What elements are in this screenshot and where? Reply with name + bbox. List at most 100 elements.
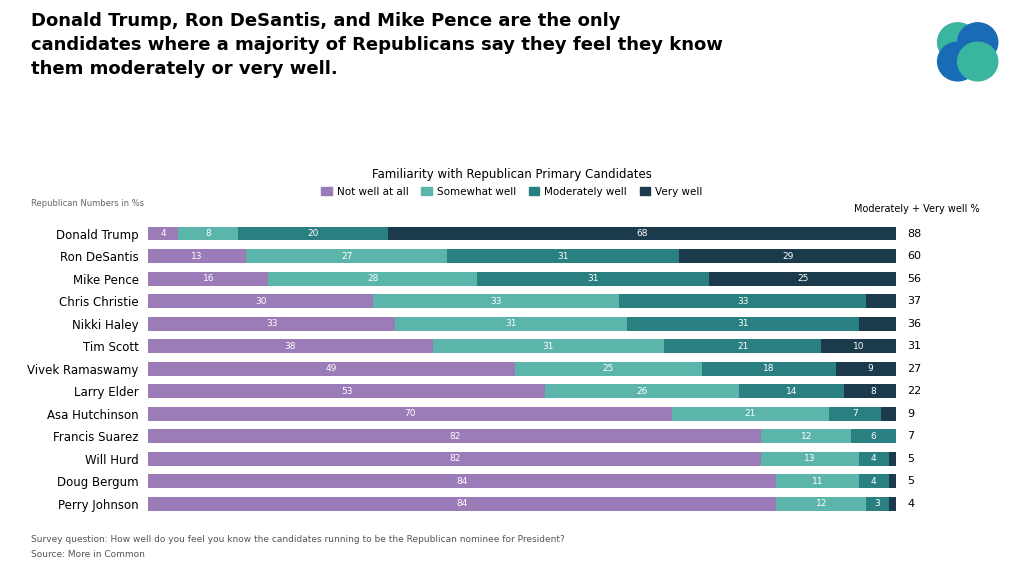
Text: 8: 8 <box>870 386 877 396</box>
Bar <box>858 317 948 331</box>
Bar <box>246 249 447 263</box>
Bar <box>432 339 665 353</box>
Text: 13: 13 <box>804 454 816 463</box>
Bar <box>889 474 896 488</box>
Bar <box>776 474 858 488</box>
Text: 22: 22 <box>907 386 922 396</box>
Bar <box>851 429 896 443</box>
Bar <box>148 429 762 443</box>
Text: 84: 84 <box>457 477 468 486</box>
Text: 9: 9 <box>867 364 872 373</box>
Bar <box>762 429 851 443</box>
Bar <box>837 362 903 376</box>
Circle shape <box>957 42 997 81</box>
Bar <box>701 362 837 376</box>
Text: 53: 53 <box>341 386 352 396</box>
Circle shape <box>957 23 997 62</box>
Text: 28: 28 <box>367 274 379 283</box>
Bar <box>545 384 739 398</box>
Legend: Not well at all, Somewhat well, Moderately well, Very well: Not well at all, Somewhat well, Moderate… <box>322 187 702 196</box>
Bar <box>148 384 545 398</box>
Bar <box>620 294 866 308</box>
Text: 30: 30 <box>255 297 266 306</box>
Text: 14: 14 <box>785 386 797 396</box>
Text: 16: 16 <box>203 274 214 283</box>
Text: 12: 12 <box>801 431 812 441</box>
Bar <box>858 452 889 466</box>
Text: 5: 5 <box>907 454 914 464</box>
Text: 37: 37 <box>907 296 922 306</box>
Text: 26: 26 <box>636 386 647 396</box>
Text: 6: 6 <box>870 431 877 441</box>
Text: 36: 36 <box>907 319 922 328</box>
Bar <box>148 362 515 376</box>
Text: 7: 7 <box>907 431 914 441</box>
Bar <box>828 407 881 420</box>
Text: 27: 27 <box>341 252 352 260</box>
Text: 4: 4 <box>161 229 166 238</box>
Text: 8: 8 <box>206 229 211 238</box>
Text: 4: 4 <box>870 454 877 463</box>
Text: Donald Trump, Ron DeSantis, and Mike Pence are the only
candidates where a major: Donald Trump, Ron DeSantis, and Mike Pen… <box>31 12 723 78</box>
Bar <box>148 294 373 308</box>
Text: 31: 31 <box>737 319 749 328</box>
Bar <box>679 249 896 263</box>
Text: 31: 31 <box>543 342 554 351</box>
Bar <box>148 271 268 286</box>
Circle shape <box>938 23 978 62</box>
Bar <box>148 339 432 353</box>
Text: 33: 33 <box>490 297 502 306</box>
Text: 11: 11 <box>812 477 823 486</box>
Text: Moderately + Very well %: Moderately + Very well % <box>854 204 979 214</box>
Text: 84: 84 <box>457 499 468 508</box>
Text: 82: 82 <box>450 454 461 463</box>
Text: 56: 56 <box>907 274 922 283</box>
Bar <box>148 474 776 488</box>
Text: 60: 60 <box>907 251 922 261</box>
Bar <box>395 317 627 331</box>
Text: Source: More in Common: Source: More in Common <box>31 550 144 559</box>
Bar <box>178 226 239 241</box>
Text: Familiarity with Republican Primary Candidates: Familiarity with Republican Primary Cand… <box>372 168 652 181</box>
Bar <box>889 452 896 466</box>
Text: 27: 27 <box>907 363 922 374</box>
Text: 12: 12 <box>898 319 909 328</box>
Text: 10: 10 <box>853 342 864 351</box>
Text: 9: 9 <box>907 409 914 419</box>
Bar <box>776 497 866 511</box>
Text: 12: 12 <box>815 499 827 508</box>
Text: 38: 38 <box>285 342 296 351</box>
Text: 25: 25 <box>602 364 614 373</box>
Text: 68: 68 <box>636 229 647 238</box>
Text: 13: 13 <box>191 252 203 260</box>
Text: Survey question: How well do you feel you know the candidates running to be the : Survey question: How well do you feel yo… <box>31 535 564 544</box>
Bar <box>148 249 246 263</box>
Bar <box>858 474 889 488</box>
Bar <box>388 226 896 241</box>
Bar <box>866 294 971 308</box>
Text: 5: 5 <box>907 476 914 486</box>
Text: 7: 7 <box>852 409 858 418</box>
Bar <box>148 317 395 331</box>
Text: 70: 70 <box>404 409 416 418</box>
Text: 49: 49 <box>326 364 337 373</box>
Text: 31: 31 <box>505 319 517 328</box>
Bar <box>239 226 388 241</box>
Text: 25: 25 <box>797 274 808 283</box>
Bar <box>709 271 896 286</box>
Text: 21: 21 <box>744 409 756 418</box>
Text: 33: 33 <box>737 297 749 306</box>
Bar <box>148 407 672 420</box>
Text: 3: 3 <box>874 499 881 508</box>
Bar <box>477 271 709 286</box>
Text: 14: 14 <box>912 297 924 306</box>
Bar <box>739 384 844 398</box>
Text: 31: 31 <box>907 341 922 351</box>
Text: 31: 31 <box>588 274 599 283</box>
Text: 4: 4 <box>870 477 877 486</box>
Text: 21: 21 <box>737 342 749 351</box>
Bar <box>762 452 858 466</box>
Bar <box>148 226 178 241</box>
Bar <box>665 339 821 353</box>
Bar <box>672 407 828 420</box>
